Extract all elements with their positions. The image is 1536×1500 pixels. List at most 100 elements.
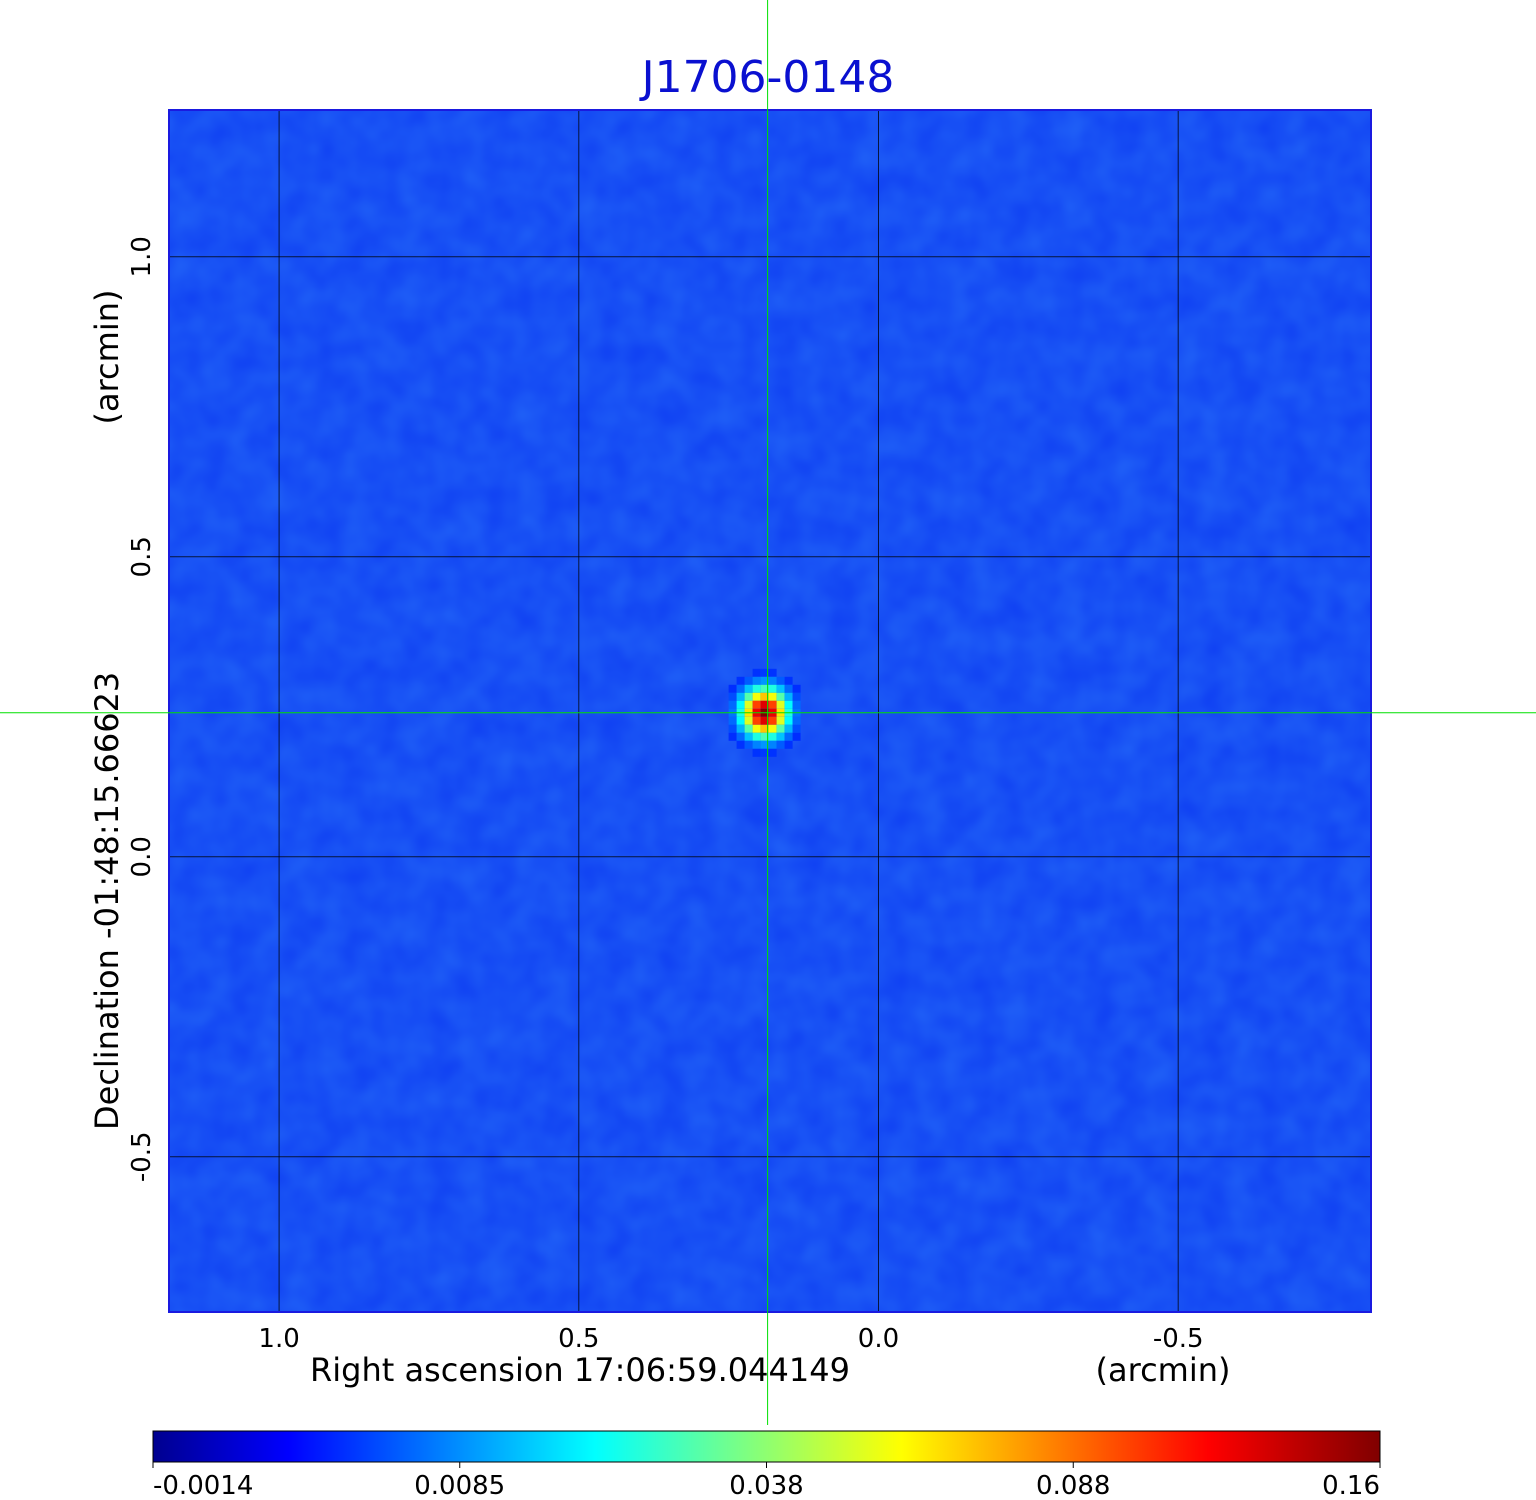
y-tick-label: 0.5: [127, 536, 157, 577]
source-pixel: [768, 676, 777, 685]
x-tick-label: -0.5: [1153, 1324, 1204, 1354]
source-pixel: [784, 692, 793, 701]
source-pixel: [744, 724, 753, 733]
source-pixel: [776, 740, 785, 749]
source-pixel: [728, 692, 737, 701]
source-pixel: [760, 692, 769, 701]
source-pixel: [736, 724, 745, 733]
source-pixel: [792, 692, 801, 701]
source-pixel: [768, 732, 777, 741]
source-pixel: [776, 732, 785, 741]
source-pixel: [776, 700, 785, 709]
colorbar-gradient: [152, 1430, 1381, 1463]
source-pixel: [792, 684, 801, 693]
source-pixel: [784, 740, 793, 749]
source-pixel: [776, 684, 785, 693]
source-pixel: [760, 748, 769, 757]
source-pixel: [744, 676, 753, 685]
source-pixel: [792, 700, 801, 709]
source-pixel: [792, 724, 801, 733]
source-pixel: [744, 740, 753, 749]
source-pixel: [744, 700, 753, 709]
source-pixel: [768, 748, 777, 757]
x-axis-label: Right ascension 17:06:59.044149: [310, 1351, 850, 1389]
source-pixel: [736, 676, 745, 685]
source-pixel: [752, 692, 761, 701]
y-tick-label: -0.5: [127, 1131, 157, 1182]
source-pixel: [768, 668, 777, 677]
source-pixel: [760, 724, 769, 733]
source-pixel: [760, 684, 769, 693]
colorbar-ticks: -0.0014 0.0085 0.038 0.088 0.16: [152, 1462, 1381, 1500]
source-pixel: [744, 716, 753, 725]
source-pixel: [768, 700, 777, 709]
source-pixel: [736, 692, 745, 701]
source-pixel: [752, 668, 761, 677]
source-pixel: [736, 716, 745, 725]
source-pixel: [768, 740, 777, 749]
source-pixel: [768, 684, 777, 693]
x-tick-label: 1.0: [258, 1324, 299, 1354]
source-pixel: [776, 676, 785, 685]
source-pixel: [728, 700, 737, 709]
source-pixel: [744, 684, 753, 693]
colorbar: -0.0014 0.0085 0.038 0.088 0.16: [152, 1430, 1381, 1500]
source-pixel: [768, 724, 777, 733]
source-pixel: [792, 716, 801, 725]
source-pixel: [736, 732, 745, 741]
source-pixel: [736, 700, 745, 709]
image-area: [168, 109, 1372, 1313]
source-pixel: [752, 732, 761, 741]
source-pixel: [744, 732, 753, 741]
crosshair: [0, 0, 1536, 1425]
source-pixel: [744, 692, 753, 701]
y-tick-label: 0.0: [127, 836, 157, 877]
source-pixel: [776, 724, 785, 733]
x-axis-ticks: 1.0 0.5 0.0 -0.5: [258, 1324, 1203, 1354]
colorbar-tick-label: 0.16: [1322, 1471, 1380, 1500]
source-pixel: [728, 684, 737, 693]
source-pixel: [776, 692, 785, 701]
y-axis-unit-label: (arcmin): [88, 290, 126, 425]
y-axis-ticks: 1.0 0.5 0.0 -0.5: [127, 236, 157, 1182]
x-tick-label: 0.5: [558, 1324, 599, 1354]
source-pixel: [752, 684, 761, 693]
image-frame: [168, 109, 1372, 1313]
source-pixel: [752, 740, 761, 749]
source-pixel: [776, 716, 785, 725]
colorbar-tick-label: 0.0085: [414, 1471, 505, 1500]
source-pixel: [784, 732, 793, 741]
source-pixel: [736, 684, 745, 693]
source-pixel: [752, 748, 761, 757]
source-pixel: [736, 740, 745, 749]
source-pixel: [728, 716, 737, 725]
source-pixel: [752, 676, 761, 685]
source-pixel: [760, 668, 769, 677]
source-pixel: [784, 676, 793, 685]
source-pixel: [784, 724, 793, 733]
source-pixel: [784, 700, 793, 709]
x-tick-label: 0.0: [858, 1324, 899, 1354]
x-axis-unit-label: (arcmin): [1096, 1351, 1231, 1389]
source-pixel: [792, 732, 801, 741]
source-pixel: [760, 676, 769, 685]
source-pixel: [752, 724, 761, 733]
source-pixel: [760, 740, 769, 749]
source-pixel: [728, 724, 737, 733]
source-pixel: [784, 684, 793, 693]
source-pixel: [760, 716, 769, 725]
colorbar-tick-label: -0.0014: [153, 1471, 253, 1500]
grid-lines: [170, 111, 1370, 1311]
source-pixel: [768, 716, 777, 725]
source-blob: [728, 668, 801, 757]
y-axis-label: Declination -01:48:15.66623: [88, 672, 126, 1130]
chart-title: J1706-0148: [639, 52, 895, 103]
source-pixel: [784, 716, 793, 725]
y-tick-label: 1.0: [127, 236, 157, 277]
source-pixel: [752, 716, 761, 725]
source-pixel: [760, 700, 769, 709]
source-pixel: [728, 732, 737, 741]
colorbar-tick-label: 0.088: [1036, 1471, 1110, 1500]
source-pixel: [760, 732, 769, 741]
